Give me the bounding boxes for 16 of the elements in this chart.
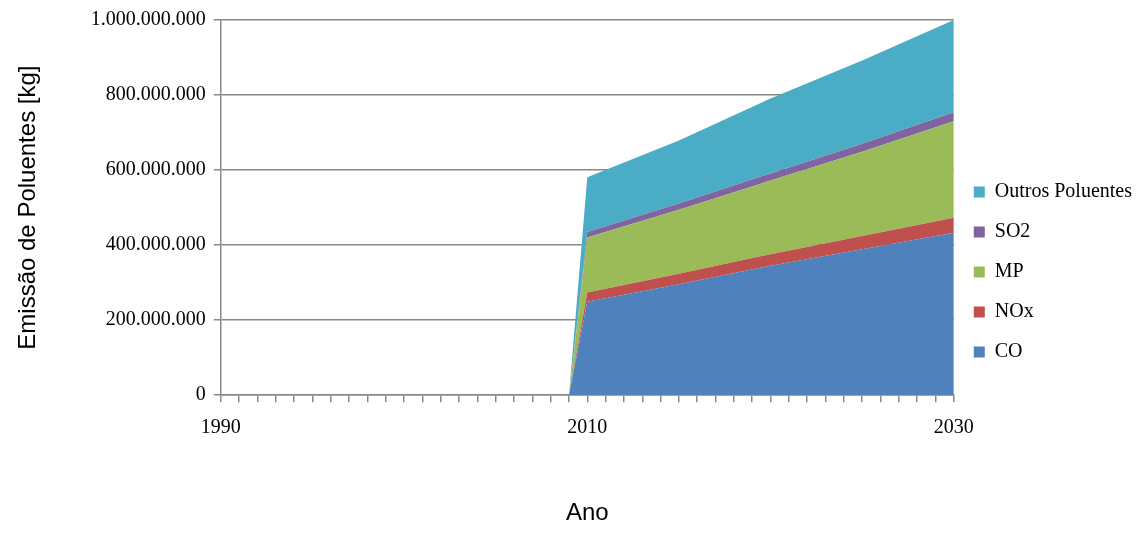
legend-label: SO2 xyxy=(994,219,1031,242)
x-axis-title: Ano xyxy=(565,498,609,526)
legend-label: CO xyxy=(994,339,1023,362)
legend-label: Outros Poluentes xyxy=(994,179,1133,202)
legend-label: NOx xyxy=(994,299,1034,322)
legend-label: MP xyxy=(994,259,1024,282)
x-tick-label: 1990 xyxy=(200,415,241,438)
y-axis-title: Emissão de Poluentes [kg] xyxy=(13,65,41,350)
y-tick-label: 200.000.000 xyxy=(105,307,206,330)
x-tick-label: 2030 xyxy=(933,415,974,438)
y-tick-label: 600.000.000 xyxy=(105,157,206,180)
y-tick-label: 400.000.000 xyxy=(105,232,206,255)
y-tick-label: 0 xyxy=(195,382,206,405)
x-tick-label: 2010 xyxy=(567,415,608,438)
y-tick-label: 800.000.000 xyxy=(105,82,206,105)
y-tick-label: 1.000.000.000 xyxy=(90,7,206,30)
